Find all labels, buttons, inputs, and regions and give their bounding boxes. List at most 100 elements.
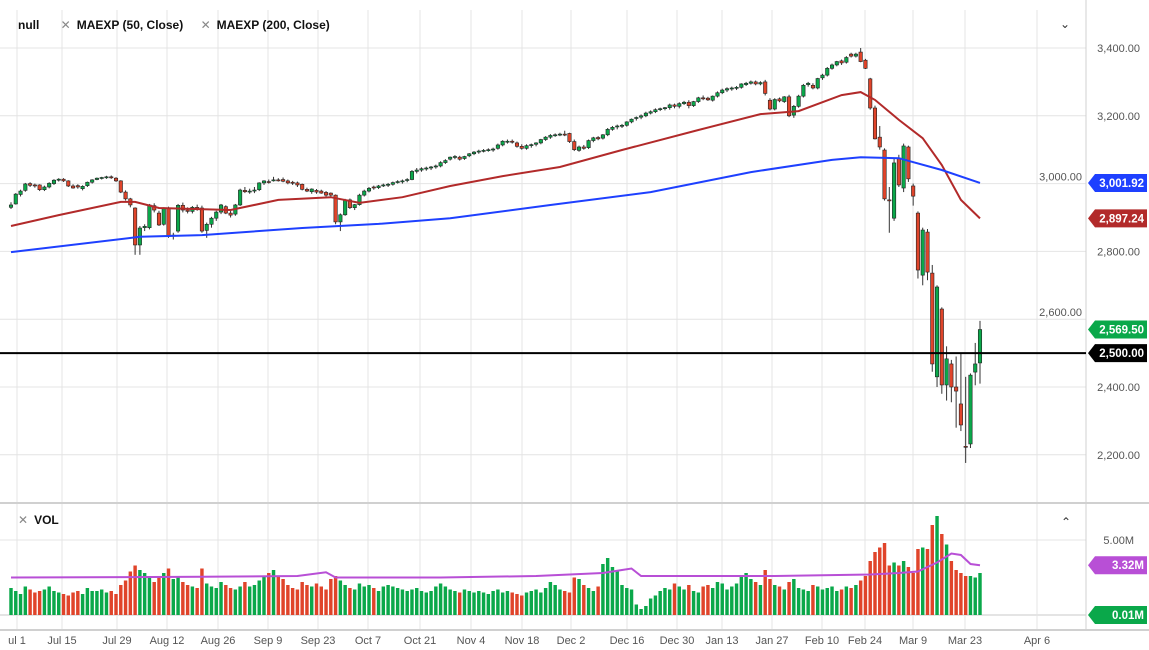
volume-label-tag: 0.01M [1088, 606, 1147, 624]
price-label-text: 2,500.00 [1099, 348, 1144, 360]
candle-body [457, 156, 462, 160]
candle-body [409, 171, 414, 180]
candle-body [80, 186, 85, 189]
candle [648, 110, 653, 115]
candle-body [147, 204, 152, 228]
volume-bar [868, 561, 872, 615]
volume-bar [749, 579, 753, 615]
volume-bar [267, 573, 271, 615]
candle [529, 143, 534, 148]
volume-bar [882, 543, 887, 615]
candle [696, 96, 701, 103]
volume-bar [415, 588, 419, 615]
candle [109, 175, 114, 179]
volume-bar [157, 576, 161, 615]
candle [495, 143, 500, 150]
volume-label-tag-bg [1088, 606, 1147, 624]
volume-bar [42, 589, 47, 615]
candle-body [581, 146, 586, 149]
close-x-icon[interactable]: ✕ [60, 18, 71, 32]
chevron-down-icon[interactable]: ⌄ [1060, 17, 1071, 31]
volume-bar [181, 582, 185, 615]
candle-body [562, 133, 567, 136]
volume-bar [582, 585, 586, 615]
volume-bar [539, 592, 543, 615]
volume-bar [28, 589, 32, 615]
chevron-up-icon[interactable]: ⌃ [1061, 515, 1072, 529]
volume-bar [739, 576, 744, 615]
volume-bar [14, 591, 18, 615]
candle [476, 149, 481, 154]
candle-body [448, 156, 453, 160]
volume-label-tag-text: 0.01M [1112, 610, 1144, 622]
volume-bar [109, 591, 113, 615]
candle-body [734, 87, 739, 89]
ma50-line [10, 91, 981, 227]
volume-bar [142, 573, 147, 615]
candle [510, 139, 515, 144]
candle [758, 81, 763, 86]
candle-body [901, 145, 906, 189]
candle [901, 143, 906, 193]
price-label-text: 2,569.50 [1099, 325, 1144, 337]
volume-bar [314, 583, 319, 615]
volume-bar [777, 586, 782, 615]
study-ma200[interactable]: ✕ MAEXP (200, Close) [201, 18, 330, 32]
close-x-icon[interactable]: ✕ [200, 18, 211, 32]
candle [748, 80, 753, 85]
candle-body [266, 181, 271, 183]
candle [577, 145, 582, 152]
candle-body [242, 190, 247, 193]
study-ma50[interactable]: ✕ MAEXP (50, Close) [61, 18, 184, 32]
volume-bar [968, 576, 973, 615]
volume-label-tag-text: 3.32M [1112, 560, 1144, 572]
candle-body [963, 446, 968, 448]
candle [534, 142, 539, 147]
candle [37, 184, 42, 192]
volume-bar [753, 582, 758, 615]
candle-body [505, 140, 510, 143]
candle-body [720, 89, 725, 94]
candle-body [319, 190, 324, 194]
candle-body [834, 61, 839, 66]
candle [782, 96, 787, 103]
volume-bar [820, 589, 825, 615]
volume-bar [481, 592, 486, 615]
volume-bar [224, 585, 228, 615]
volume-bar [978, 573, 982, 615]
candle-body [806, 82, 811, 85]
candle [968, 373, 973, 449]
candle [376, 184, 381, 190]
candle [863, 58, 868, 70]
volume-bar [281, 579, 285, 615]
candle [390, 181, 395, 186]
volume-bar [162, 573, 166, 615]
candle-body [85, 181, 90, 186]
candle [443, 159, 448, 164]
candle-body [753, 81, 758, 85]
candle [99, 176, 104, 180]
x-tick-label: Jul 29 [102, 635, 131, 647]
candle [156, 210, 161, 226]
x-tick-label: Oct 7 [355, 635, 381, 647]
volume-bar [99, 589, 104, 615]
y-tick-label: 2,600.00 [1039, 307, 1082, 319]
volume-bar [811, 585, 815, 615]
candle-body [309, 188, 314, 193]
volume-bar [486, 594, 491, 615]
volume-bar [348, 588, 352, 615]
volume-bar [166, 568, 171, 615]
candle [911, 183, 916, 206]
candle [261, 180, 267, 185]
symbol-label: null [18, 18, 40, 32]
candle-body [156, 212, 161, 226]
candle-body [682, 101, 687, 104]
volume-bar [343, 585, 347, 615]
candle-body [977, 329, 983, 364]
volume-bar [520, 595, 524, 615]
volume-bar [892, 562, 896, 615]
candle [691, 100, 696, 107]
candle [386, 182, 391, 187]
close-x-icon[interactable]: ✕ [18, 513, 29, 527]
